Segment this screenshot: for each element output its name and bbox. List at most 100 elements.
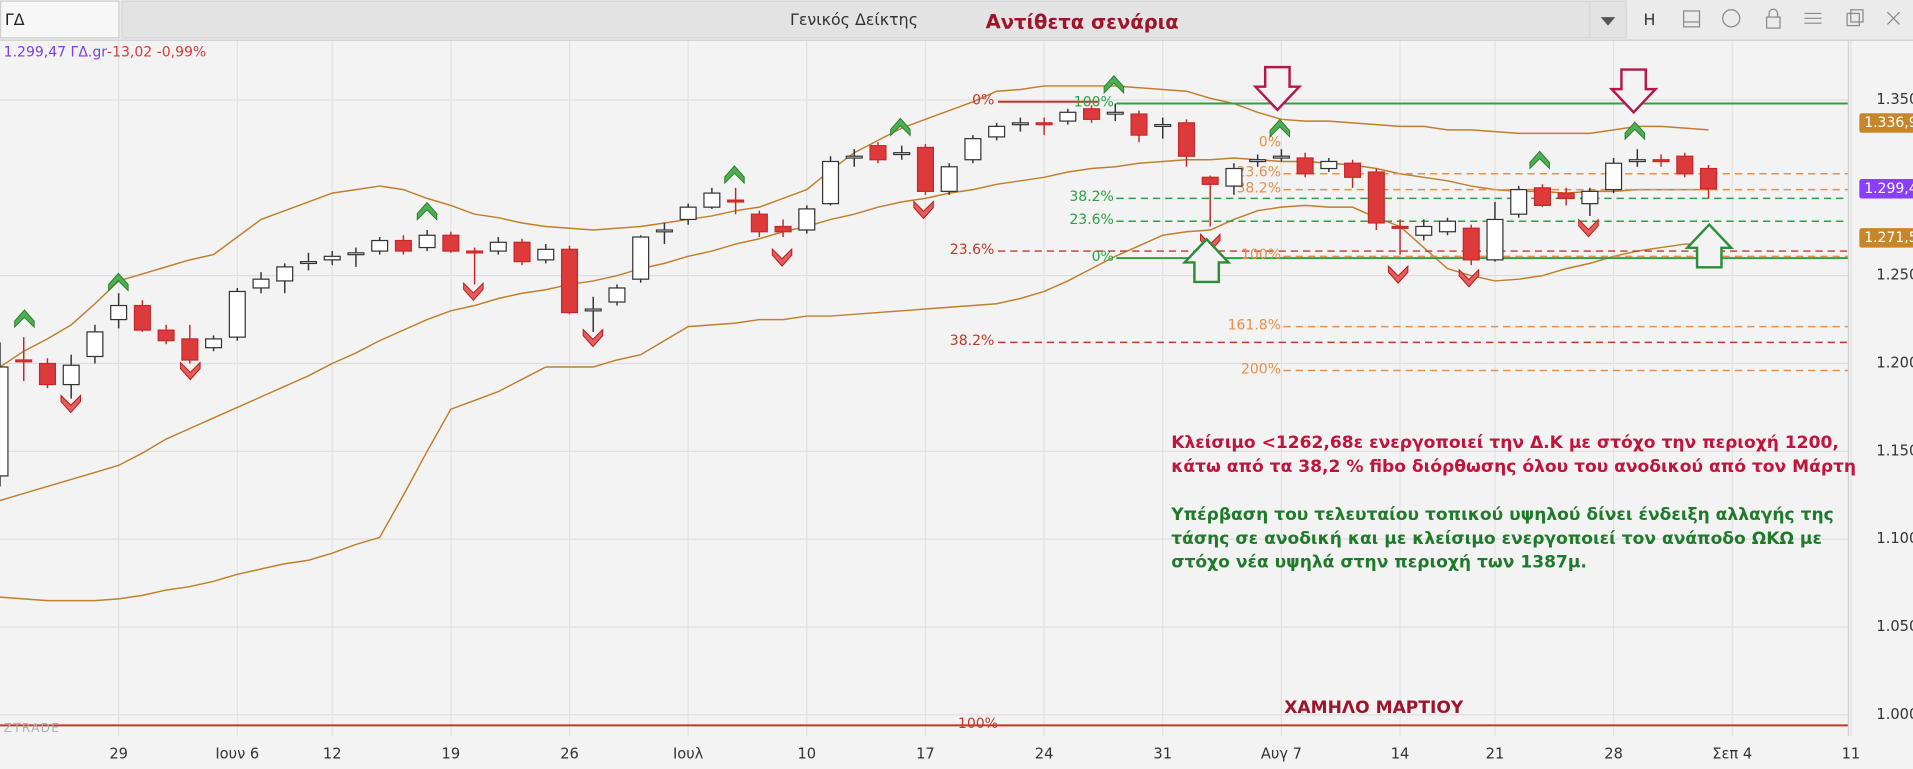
symbol-input[interactable]: [0, 0, 120, 39]
candle-body: [1059, 111, 1077, 122]
candle-body: [228, 290, 246, 338]
note-green: τάσης σε ανοδική και με κλείσιμο ενεργοπ…: [1171, 529, 1822, 549]
buy-signal: [108, 272, 129, 292]
candle-body: [38, 362, 56, 386]
candle-body: [940, 166, 958, 192]
candle-body: [1177, 122, 1196, 157]
fib-level-label: 0%: [972, 93, 994, 109]
x-tick-label: 12: [323, 745, 342, 762]
buy-signal: [1624, 121, 1646, 141]
fib-level-label: 23.6%: [950, 242, 995, 258]
h-button[interactable]: H: [1644, 10, 1656, 29]
restore-icon-back: [1850, 9, 1864, 23]
y-tick-label: 1.150: [1876, 442, 1913, 459]
x-axis-band: [0, 736, 1913, 769]
chart-title: Αντίθετα σενάρια: [986, 11, 1179, 34]
candle-body: [1011, 122, 1029, 126]
buy-signal: [724, 165, 745, 185]
y-tick-label: 1.200: [1876, 354, 1913, 371]
note-red: κάτω από τα 38,2 % fibo διόρθωσης όλου τ…: [1171, 457, 1856, 477]
fib-level-label: 38.2%: [1069, 189, 1114, 205]
candle-body: [489, 241, 507, 252]
candle-body: [1699, 167, 1718, 190]
sell-signal: [60, 394, 82, 414]
candle-body: [632, 236, 650, 280]
restore-icon[interactable]: [1846, 12, 1860, 27]
candle-body: [1438, 220, 1457, 233]
price-box: [1859, 179, 1913, 199]
fib-level-label: 23.6%: [1069, 212, 1114, 228]
candle-body: [418, 234, 436, 249]
candle-body: [276, 266, 294, 282]
buy-signal: [1529, 150, 1550, 170]
y-tick-label: 1.000: [1876, 706, 1913, 723]
candle-body: [1486, 218, 1504, 261]
x-tick-label: 14: [1391, 745, 1410, 762]
sell-signal: [582, 328, 604, 348]
band-lower: [0, 204, 1709, 602]
sell-signal: [1458, 268, 1480, 288]
candle-body: [1249, 159, 1267, 163]
candle-body: [750, 213, 768, 233]
symbol-name-field[interactable]: [121, 0, 1591, 39]
candle-body: [299, 261, 318, 265]
candle-body: [1676, 155, 1694, 175]
candle-body: [0, 366, 9, 477]
info-line: 1.299,47 ΓΔ.gr-13,02 -0,99%: [4, 44, 207, 60]
symbol-text: ΓΔ: [5, 10, 25, 29]
candle-body: [1391, 225, 1409, 229]
watermark: ZTRADE: [4, 721, 61, 735]
candle-body: [1130, 113, 1148, 136]
overlay: 1.350 1.250 1.200 1.150 1.100 1.050 1.000 29 Ιου…: [14, 65, 1913, 762]
candle-body: [1581, 190, 1599, 205]
candle-body: [1605, 162, 1623, 191]
panel-icon[interactable]: [1683, 10, 1701, 28]
x-tick-label: Αυγ 7: [1261, 745, 1302, 762]
candle-body: [1225, 167, 1243, 187]
down-arrow: [1608, 68, 1659, 115]
candle-body: [252, 278, 270, 289]
fib-level-label: 100%: [1241, 247, 1281, 263]
x-tick-label: Ιουν 6: [215, 745, 259, 762]
candle-body: [655, 229, 673, 233]
band-middle: [0, 157, 1709, 502]
fib-level-label: 100%: [958, 716, 998, 732]
candle-body: [821, 160, 840, 205]
x-tick-label: 10: [797, 745, 816, 762]
info-price: 1.299,47 ΓΔ.gr: [4, 44, 108, 60]
menu-icon[interactable]: [1804, 12, 1822, 24]
sell-signal: [463, 282, 484, 302]
candle-body: [1652, 159, 1670, 163]
candle-body: [893, 152, 911, 156]
candle-body: [964, 138, 982, 161]
candle-body: [679, 206, 697, 221]
close-icon[interactable]: [1886, 11, 1901, 25]
x-tick-label: 11: [1842, 745, 1861, 762]
note-red: Κλείσιμο <1262,68ε ενεργοποιεί την Δ.Κ μ…: [1171, 433, 1839, 453]
fib-level-label: 23.6%: [1237, 165, 1282, 181]
chat-icon[interactable]: [1722, 9, 1741, 28]
info-change: -13,02 -0,99%: [107, 44, 206, 60]
low-note: ΧΑΜΗΛΟ ΜΑΡΤΙΟΥ: [1284, 698, 1464, 718]
candle-body: [133, 304, 151, 331]
candle-body: [371, 239, 389, 252]
candle-body: [1628, 159, 1646, 163]
candle-body: [394, 239, 412, 252]
x-tick-label: 24: [1035, 745, 1054, 762]
y-tick-label: 1.100: [1876, 530, 1913, 547]
note-green: Υπέρβαση του τελευταίου τοπικού υψηλού δ…: [1170, 505, 1834, 525]
candle-body: [86, 331, 104, 358]
up-arrow: [1684, 222, 1735, 269]
fib-level-label: 0%: [1259, 135, 1281, 151]
candle-body: [916, 146, 934, 192]
buy-signal: [1103, 74, 1125, 94]
x-tick-label: Ιουλ: [673, 745, 704, 762]
lock-icon[interactable]: [1765, 16, 1781, 29]
candle-body: [703, 192, 721, 208]
price-box: [1859, 228, 1913, 248]
candle-body: [347, 252, 365, 256]
candle-body: [466, 250, 484, 254]
symbol-name: Γενικός Δείκτης: [790, 10, 918, 29]
down-arrow: [1252, 65, 1303, 112]
candle-body: [1415, 225, 1433, 236]
